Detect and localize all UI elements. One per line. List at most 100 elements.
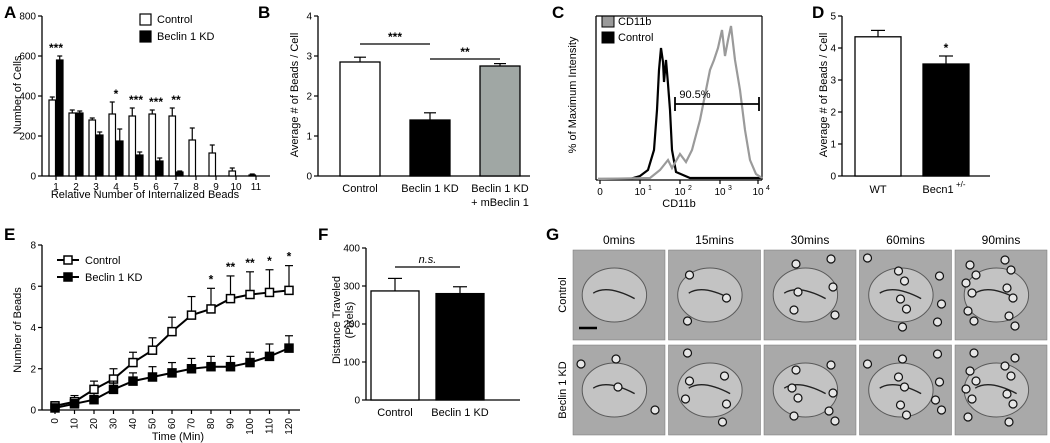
panel-e-significance: * [287, 250, 292, 264]
panel-f-ylabel2: (Pixels) [344, 302, 356, 339]
panel-d-ytick-label: 3 [830, 76, 836, 87]
panel-g-row-label: Control [557, 277, 569, 312]
panel-g-bead [789, 411, 799, 421]
panel-e-ytick-label: 6 [30, 282, 36, 293]
panel-e-significance: * [267, 254, 272, 268]
panel-a-xtick-label: 9 [213, 182, 219, 193]
panel-c-gate-label: 90.5% [679, 89, 710, 101]
panel-g-bead [967, 394, 977, 404]
panel-a-xtick-label: 2 [73, 182, 79, 193]
panel-g-cell [772, 362, 839, 418]
panel-c-xtick-exponent: 1 [648, 185, 652, 192]
panel-g-bead [830, 310, 840, 320]
panel-g-bead [826, 254, 836, 264]
panel-g-bead [862, 253, 873, 263]
panel-g-bead [682, 316, 693, 326]
panel-d-xtick-label: WT [869, 184, 886, 196]
panel-g-cell [581, 362, 648, 418]
panel-f-xtick-label: Beclin 1 KD [431, 407, 489, 419]
panel-b-ytick-label: 0 [306, 172, 312, 183]
panel-b-significance: ** [460, 45, 470, 59]
panel-d-ylabel: Average # of Beads / Cell [818, 33, 830, 158]
panel-g-bead [967, 288, 977, 298]
panel-a-bar-control [228, 170, 237, 177]
panel-g-bead [971, 376, 981, 386]
panel-g-bead [934, 271, 945, 281]
panel-g-bead [1002, 389, 1012, 399]
panel-c-legend-control: Control [618, 32, 653, 44]
panel-g-bead [789, 305, 799, 315]
panel-g-bead [934, 377, 945, 387]
panel-g-bead [899, 276, 910, 286]
panel-g-bead [824, 406, 834, 416]
panel-g-bead [932, 317, 943, 327]
panel-g-bead [862, 359, 873, 369]
panel-a-bar-kd [155, 160, 164, 177]
panel-a-bar-control [248, 174, 257, 177]
panel-a-ytick-label: 800 [19, 12, 36, 23]
panel-a-legend-control: Control [157, 14, 192, 26]
panel-g-bead [961, 384, 971, 394]
panel-e-xtick-label: 120 [284, 418, 295, 435]
panel-a-significance: *** [149, 95, 163, 109]
panel-g-column-title: 60mins [886, 233, 925, 247]
panel-a-significance: ** [171, 93, 181, 107]
panel-b-bar [479, 65, 521, 177]
panel-a-bar-control [88, 119, 97, 177]
panel-g-bead [901, 410, 912, 420]
panel-g-bead [717, 417, 728, 427]
panel-a-xtick-label: 8 [193, 182, 199, 193]
panel-g-bead [828, 388, 838, 398]
panel-f-xtick-label: Control [377, 407, 412, 419]
panel-b-xtick-sublabel: + mBeclin 1 [471, 197, 529, 209]
panel-a-bar-kd [75, 112, 84, 177]
panel-b-xtick-label: Beclin 1 KD [401, 183, 459, 195]
panel-e-significance: ** [226, 260, 236, 274]
panel-g-cell-edge [688, 384, 731, 395]
panel-e-ytick-label: 8 [30, 241, 36, 252]
panel-g-bead [1008, 399, 1018, 409]
panel-g-bead [613, 382, 623, 392]
panel-g-bead [682, 348, 693, 358]
panel-a-xtick-label: 4 [113, 182, 119, 193]
panel-c-chart: % of Maximum Intensity CD11b CD11b Contr… [567, 15, 770, 210]
panel-g-cell-edge [592, 384, 635, 395]
panel-g-bead [719, 371, 730, 381]
panel-e-ytick-label: 2 [30, 364, 36, 375]
panel-e-xtick-label: 0 [50, 418, 61, 424]
panel-a-ytick-label: 200 [19, 132, 36, 143]
panel-label-c: C [552, 3, 564, 22]
panel-b-chart: Average # of Beads / Cell 0 1 2 3 4 Control Be… [289, 12, 530, 209]
panel-d-chart: Average # of Beads / Cell 0 1 2 3 4 5 WT Becn1 +… [818, 12, 990, 196]
panel-g-cell-edge [974, 384, 1017, 395]
panel-c-xtick-label: 10 [752, 187, 764, 198]
panel-g-bead [963, 412, 973, 422]
panel-e-marker-control [284, 285, 294, 296]
panel-a-ytick-label: 600 [19, 52, 36, 63]
panel-g-bead [830, 416, 840, 426]
panel-g-bead [1006, 371, 1016, 381]
panel-g-bead [1010, 321, 1020, 331]
panel-g-bead [1000, 361, 1010, 371]
panel-e-legend-kd: Beclin 1 KD [85, 272, 143, 284]
panel-f-chart: Distance Traveled (Pixels) 0 100 200 300 400… [331, 244, 520, 419]
panel-b-ytick-label: 3 [306, 52, 312, 63]
panel-e-legend-marker-kd [63, 272, 73, 282]
panel-e-legend-marker-control [63, 255, 73, 265]
panel-e-marker-control [167, 326, 177, 337]
panel-a-significance: *** [49, 41, 63, 55]
panel-e-legend-control: Control [85, 255, 120, 267]
panel-a-bar-control [208, 152, 217, 177]
panel-g-bead [680, 394, 691, 404]
panel-a-xtick-label: 6 [153, 182, 159, 193]
panel-e-xtick-label: 40 [128, 418, 139, 430]
panel-e-marker-kd [167, 368, 177, 378]
panel-e-xtick-label: 50 [148, 418, 159, 430]
panel-a-xtick-label: 3 [93, 182, 99, 193]
panel-a-xtick-label: 11 [251, 182, 262, 193]
panel-a-bar-control [128, 115, 137, 177]
panel-label-a: A [4, 3, 16, 22]
panel-f-significance: n.s. [419, 254, 437, 266]
panel-a-bar-kd [55, 59, 64, 177]
panel-g-bead [721, 399, 732, 409]
